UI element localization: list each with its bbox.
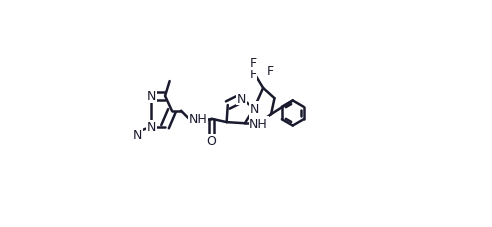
Text: F: F <box>249 67 256 80</box>
Text: O: O <box>207 135 216 148</box>
Text: N: N <box>133 128 142 142</box>
Text: N: N <box>147 90 156 103</box>
Text: N: N <box>147 121 156 134</box>
Text: NH: NH <box>188 113 207 126</box>
Text: N: N <box>249 102 259 116</box>
Text: NH: NH <box>249 117 268 130</box>
Text: N: N <box>237 92 246 105</box>
Text: F: F <box>249 57 256 70</box>
Text: F: F <box>266 64 274 77</box>
